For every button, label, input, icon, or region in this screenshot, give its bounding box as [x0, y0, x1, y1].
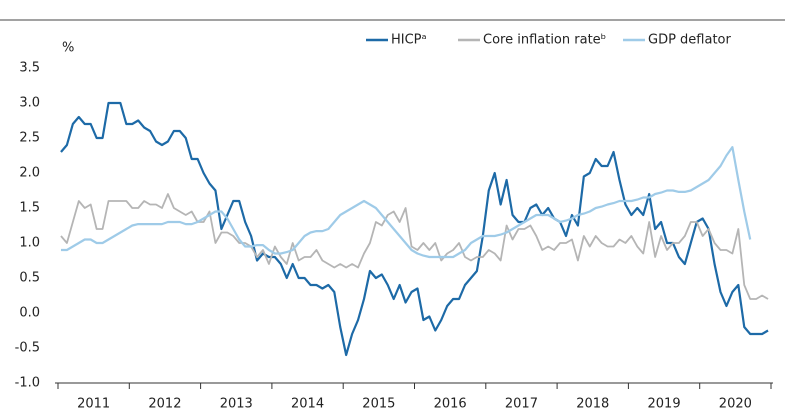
y-tick-label: 3.0: [19, 96, 40, 111]
y-tick-label: -0.5: [15, 341, 40, 356]
y-tick-label: 2.0: [19, 166, 40, 181]
x-tick-label: 2020: [719, 397, 752, 412]
x-tick-label: 2016: [434, 397, 467, 412]
x-tick-label: 2018: [576, 397, 609, 412]
x-tick-label: 2015: [362, 397, 395, 412]
y-axis-label: %: [62, 41, 74, 56]
x-tick-label: 2013: [220, 397, 253, 412]
series-line: [60, 146, 752, 259]
y-tick-label: 0.5: [19, 271, 40, 286]
x-tick-label: 2019: [648, 397, 681, 412]
x-tick-label: 2017: [505, 397, 538, 412]
x-tick-label: 2011: [77, 397, 110, 412]
series-line: [60, 101, 769, 357]
legend-label: HICPᵃ: [391, 33, 427, 48]
y-tick-label: 1.5: [19, 201, 40, 216]
x-tick-label: 2012: [148, 397, 181, 412]
legend-label: Core inflation rateᵇ: [483, 33, 606, 48]
y-tick-label: 3.5: [19, 61, 40, 76]
y-tick-label: 0.0: [19, 306, 40, 321]
x-tick-label: 2014: [291, 397, 324, 412]
y-tick-label: -1.0: [15, 376, 40, 391]
legend-label: GDP deflator: [648, 33, 732, 48]
y-tick-label: 1.0: [19, 236, 40, 251]
y-tick-label: 2.5: [19, 131, 40, 146]
series-line: [60, 193, 769, 300]
